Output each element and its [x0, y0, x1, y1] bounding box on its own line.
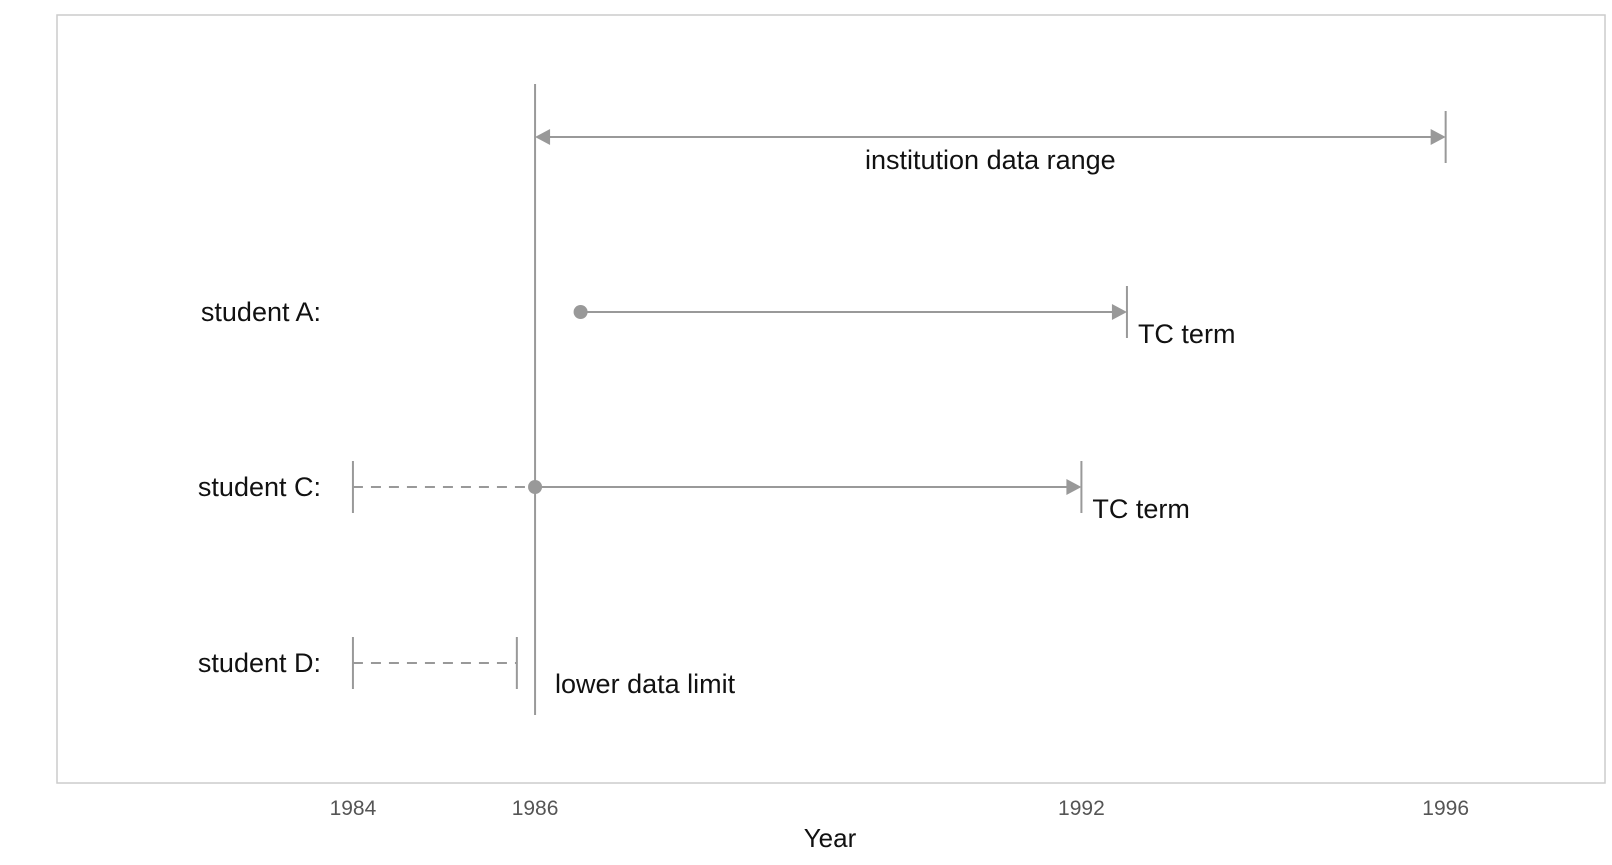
x-axis-label: Year — [804, 823, 857, 853]
row-1-end-arrow — [1066, 479, 1082, 495]
row-0-start-dot — [573, 305, 588, 319]
range-arrow-right-head — [1430, 129, 1446, 145]
x-axis-ticks: 1984 1986 1992 1996 — [330, 797, 1469, 820]
range-arrow-left-head — [535, 129, 551, 145]
plot-frame — [56, 14, 1606, 784]
row-1-start-dot — [528, 480, 543, 494]
x-tick-label-1984: 1984 — [330, 797, 377, 820]
row-0-end-label: TC term — [1138, 319, 1236, 349]
row-label-2: student D: — [198, 648, 321, 678]
row-0-end-arrow — [1111, 304, 1127, 320]
x-tick-label-1986: 1986 — [512, 797, 559, 820]
range-label: institution data range — [865, 145, 1116, 175]
diagram-labels: lower data limit institution data range st… — [198, 145, 1236, 699]
lower-data-limit-label: lower data limit — [555, 669, 736, 699]
diagram-marks — [351, 84, 1447, 715]
row-label-1: student C: — [198, 472, 321, 502]
x-tick-label-1992: 1992 — [1058, 797, 1105, 820]
x-tick-label-1996: 1996 — [1422, 797, 1469, 820]
row-label-0: student A: — [201, 297, 321, 327]
row-1-end-label: TC term — [1092, 494, 1190, 524]
